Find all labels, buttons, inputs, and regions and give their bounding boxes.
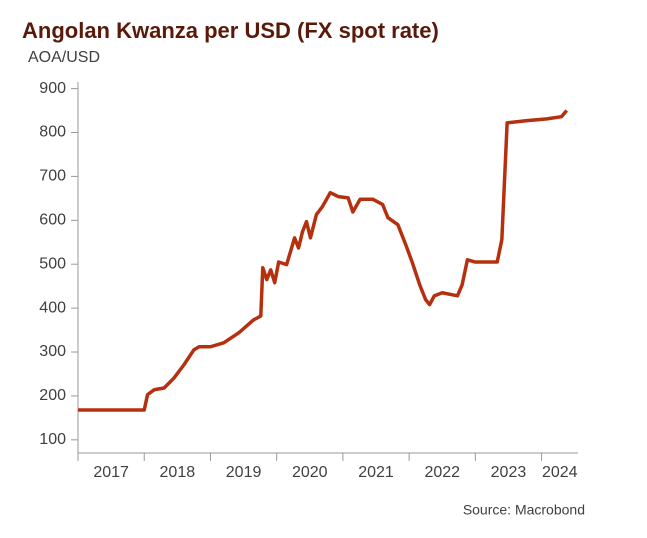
y-tick-label: 400: [39, 299, 66, 316]
y-tick-label: 200: [39, 387, 66, 404]
x-tick-label: 2018: [160, 464, 196, 481]
axis-unit: AOA/USD: [28, 49, 100, 66]
x-tick-label: 2024: [542, 464, 578, 481]
x-tick-label: 2023: [491, 464, 527, 481]
x-tick-label: 2020: [292, 464, 328, 481]
y-tick-label: 100: [39, 431, 66, 448]
series-line: [78, 109, 569, 412]
y-tick-label: 900: [39, 80, 66, 97]
x-tick-label: 2017: [93, 464, 129, 481]
y-tick-label: 300: [39, 343, 66, 360]
x-tick-label: 2021: [358, 464, 394, 481]
x-tick-label: 2019: [226, 464, 262, 481]
x-tick-label: 2022: [424, 464, 460, 481]
y-tick-label: 500: [39, 255, 66, 272]
y-tick-label: 700: [39, 168, 66, 185]
chart-title: Angolan Kwanza per USD (FX spot rate): [22, 18, 439, 43]
y-tick-label: 800: [39, 124, 66, 141]
y-tick-label: 600: [39, 212, 66, 229]
source: Source: Macrobond: [463, 502, 585, 518]
